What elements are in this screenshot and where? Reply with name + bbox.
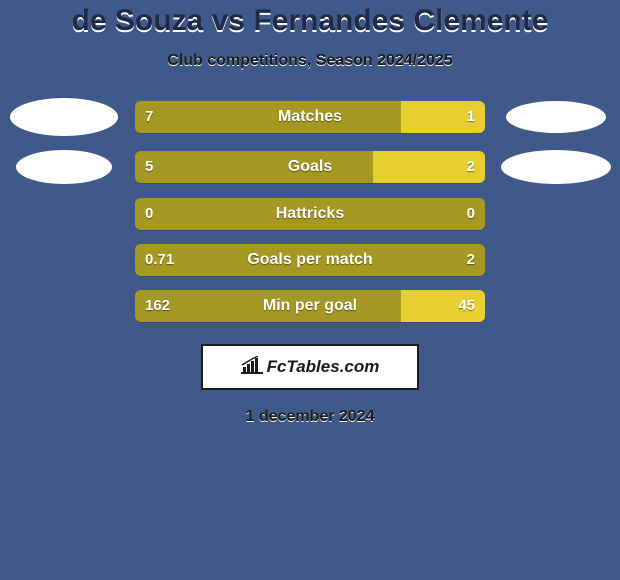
stat-value-right: 45 bbox=[458, 290, 475, 322]
page-title: de Souza vs Fernandes Clemente bbox=[0, 4, 620, 38]
stat-bar-matches: 7 Matches 1 bbox=[135, 101, 485, 133]
stat-value-right: 2 bbox=[467, 151, 475, 183]
stat-value-right: 2 bbox=[467, 244, 475, 276]
stat-label: Goals per match bbox=[135, 244, 485, 276]
comparison-card: de Souza vs Fernandes Clemente Club comp… bbox=[0, 0, 620, 580]
brand-text: FcTables.com bbox=[267, 357, 380, 377]
stat-label: Min per goal bbox=[135, 290, 485, 322]
player-left-avatar-cell bbox=[0, 98, 129, 136]
subtitle: Club competitions, Season 2024/2025 bbox=[0, 52, 620, 70]
player-right-avatar-cell bbox=[491, 101, 620, 133]
date-text: 1 december 2024 bbox=[0, 408, 620, 426]
stats-grid: 7 Matches 1 5 Goals 2 0 Hattricks 0 bbox=[0, 98, 620, 322]
chart-icon bbox=[241, 356, 263, 379]
stat-value-right: 0 bbox=[467, 198, 475, 230]
brand-box[interactable]: FcTables.com bbox=[201, 344, 419, 390]
stat-label: Goals bbox=[135, 151, 485, 183]
team-left-avatar-cell bbox=[0, 150, 129, 184]
player-left-logo bbox=[10, 98, 118, 136]
stat-bar-min-per-goal: 162 Min per goal 45 bbox=[135, 290, 485, 322]
stat-bar-goals: 5 Goals 2 bbox=[135, 151, 485, 183]
player-right-logo bbox=[506, 101, 606, 133]
stat-bar-goals-per-match: 0.71 Goals per match 2 bbox=[135, 244, 485, 276]
stat-label: Hattricks bbox=[135, 198, 485, 230]
stat-label: Matches bbox=[135, 101, 485, 133]
team-right-logo bbox=[501, 150, 611, 184]
stat-value-right: 1 bbox=[467, 101, 475, 133]
stat-bar-hattricks: 0 Hattricks 0 bbox=[135, 198, 485, 230]
team-right-avatar-cell bbox=[491, 150, 620, 184]
team-left-logo bbox=[16, 150, 112, 184]
